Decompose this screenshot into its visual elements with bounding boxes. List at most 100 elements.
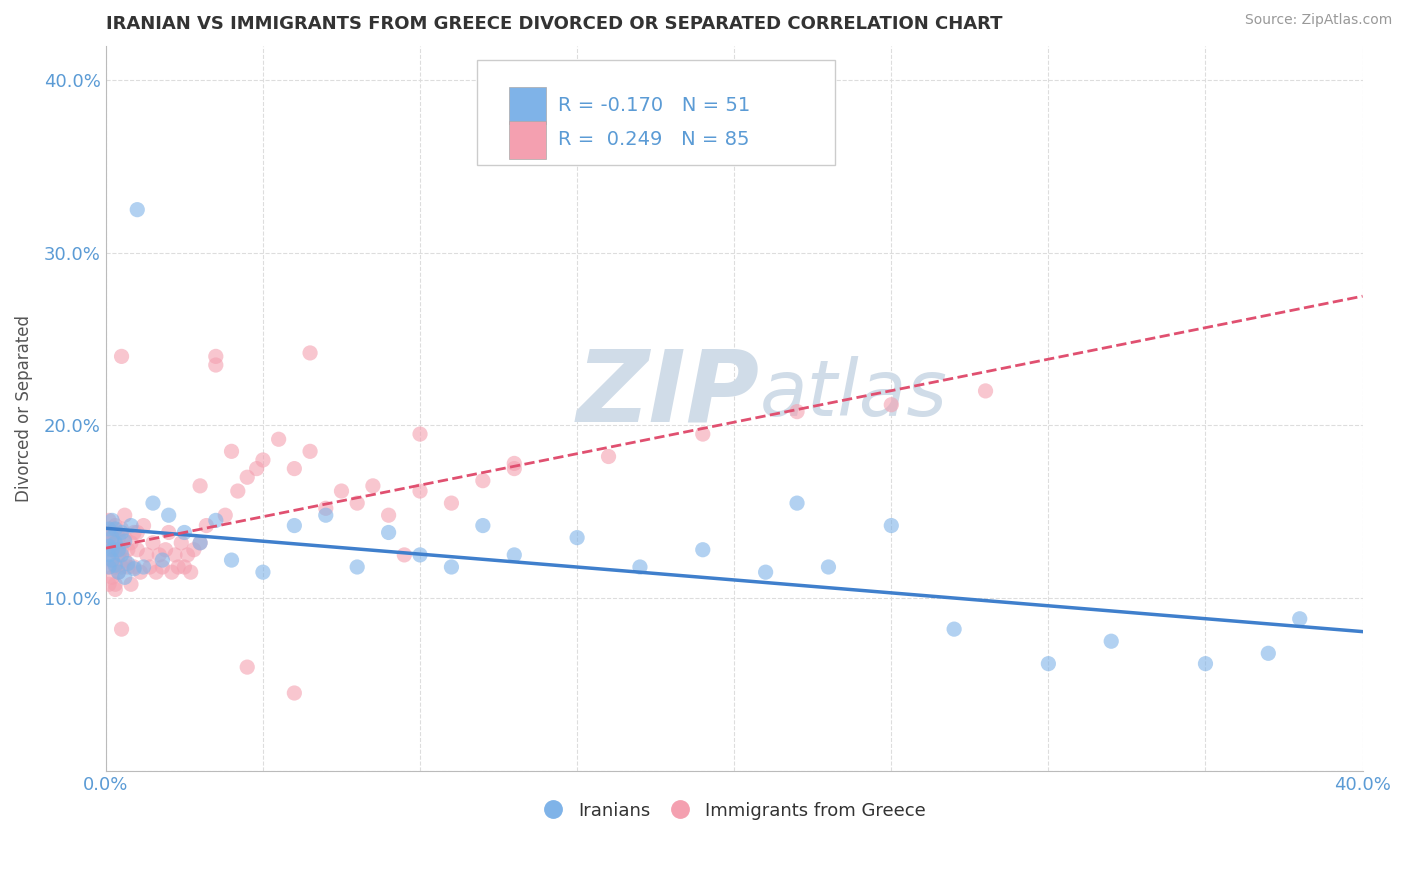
Point <box>1038 657 1060 671</box>
Point <box>817 560 839 574</box>
Point <box>117 542 139 557</box>
Point <box>157 525 180 540</box>
Point <box>129 565 152 579</box>
Point <box>299 346 322 360</box>
Point <box>145 565 167 579</box>
Point <box>98 539 121 553</box>
Point <box>139 560 162 574</box>
Point <box>214 508 236 523</box>
Point <box>120 577 142 591</box>
Point <box>127 525 149 540</box>
Point <box>117 560 139 574</box>
Point <box>98 560 121 574</box>
Point <box>361 479 384 493</box>
Point <box>101 542 124 557</box>
Point <box>180 565 202 579</box>
Point <box>377 525 399 540</box>
Point <box>283 461 305 475</box>
Point <box>114 531 136 545</box>
Point <box>409 548 432 562</box>
Point <box>283 686 305 700</box>
Point <box>880 518 903 533</box>
Text: ZIP: ZIP <box>576 345 759 442</box>
Point <box>127 542 149 557</box>
Point <box>188 479 211 493</box>
Text: IRANIAN VS IMMIGRANTS FROM GREECE DIVORCED OR SEPARATED CORRELATION CHART: IRANIAN VS IMMIGRANTS FROM GREECE DIVORC… <box>105 15 1002 33</box>
Point <box>299 444 322 458</box>
Point <box>1288 612 1310 626</box>
Point <box>101 525 124 540</box>
Point <box>157 508 180 523</box>
Point <box>1194 657 1216 671</box>
Point <box>221 553 243 567</box>
Point <box>152 560 174 574</box>
Point <box>176 548 198 562</box>
Point <box>104 542 127 557</box>
Point <box>110 522 132 536</box>
Point <box>110 622 132 636</box>
Point <box>114 534 136 549</box>
Point <box>148 548 170 562</box>
Point <box>394 548 416 562</box>
Point <box>104 582 127 597</box>
Text: R = -0.170   N = 51: R = -0.170 N = 51 <box>558 96 751 115</box>
Point <box>503 461 526 475</box>
Y-axis label: Divorced or Separated: Divorced or Separated <box>15 315 32 501</box>
Point <box>315 508 337 523</box>
Point <box>409 427 432 442</box>
Point <box>104 560 127 574</box>
Point <box>1099 634 1122 648</box>
Point <box>440 560 463 574</box>
Point <box>101 536 124 550</box>
Point <box>104 518 127 533</box>
Point <box>440 496 463 510</box>
Point <box>98 513 121 527</box>
Point <box>107 565 129 579</box>
Point <box>101 553 124 567</box>
Point <box>252 565 274 579</box>
Point <box>114 570 136 584</box>
Point <box>101 513 124 527</box>
FancyBboxPatch shape <box>509 87 546 124</box>
Point <box>127 202 149 217</box>
Point <box>252 453 274 467</box>
Point <box>98 542 121 557</box>
FancyBboxPatch shape <box>477 60 835 165</box>
Text: atlas: atlas <box>759 356 948 432</box>
Point <box>132 560 155 574</box>
Point <box>236 470 259 484</box>
Point <box>974 384 997 398</box>
Point <box>598 450 620 464</box>
FancyBboxPatch shape <box>509 121 546 159</box>
Point <box>98 560 121 574</box>
Point <box>114 553 136 567</box>
Point <box>173 560 195 574</box>
Point <box>1257 646 1279 660</box>
Legend: Iranians, Immigrants from Greece: Iranians, Immigrants from Greece <box>536 793 934 827</box>
Point <box>377 508 399 523</box>
Point <box>104 577 127 591</box>
Point <box>152 553 174 567</box>
Point <box>142 496 165 510</box>
Point <box>163 548 186 562</box>
Point <box>628 560 651 574</box>
Point <box>183 542 205 557</box>
Point <box>204 513 226 527</box>
Point <box>98 548 121 562</box>
Point <box>107 548 129 562</box>
Point <box>98 531 121 545</box>
Point <box>120 536 142 550</box>
Text: Source: ZipAtlas.com: Source: ZipAtlas.com <box>1244 13 1392 28</box>
Point <box>170 536 193 550</box>
Point <box>943 622 966 636</box>
Point <box>503 548 526 562</box>
Point <box>142 536 165 550</box>
Point <box>104 522 127 536</box>
Point <box>246 461 269 475</box>
Point <box>110 542 132 557</box>
Point <box>188 536 211 550</box>
Point <box>204 350 226 364</box>
Point <box>195 518 218 533</box>
Point <box>120 518 142 533</box>
Point <box>101 553 124 567</box>
